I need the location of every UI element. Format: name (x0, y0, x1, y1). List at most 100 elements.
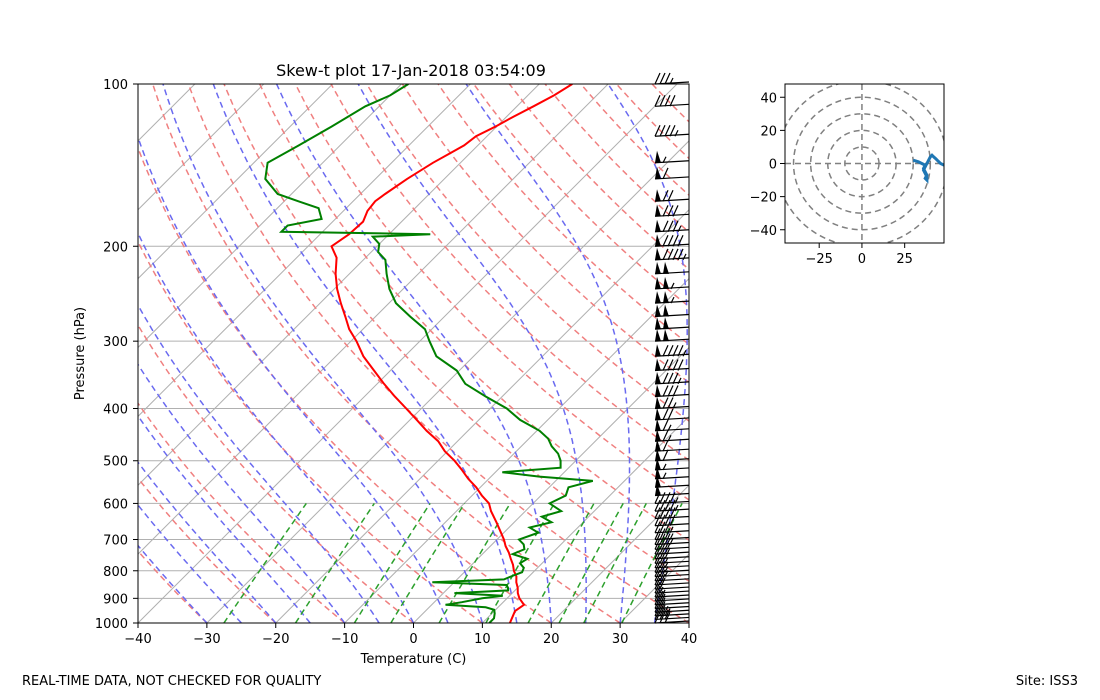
hodo-y-tick-label: −20 (750, 191, 777, 206)
y-tick-label: 700 (103, 534, 128, 549)
wind-barb (654, 507, 690, 520)
hodograph-trace (912, 153, 944, 184)
wind-barb (654, 521, 690, 534)
y-tick-label: 900 (103, 592, 128, 607)
wind-barb (654, 204, 690, 217)
y-tick-label: 200 (103, 240, 128, 255)
isotherm-line (138, 84, 609, 555)
hodo-y-tick-label: 40 (760, 91, 777, 106)
moist-adiabat (138, 414, 311, 623)
moist-adiabat (138, 135, 449, 623)
dry-adiabat (651, 84, 689, 123)
dry-adiabat (138, 476, 277, 623)
wind-barb (654, 448, 690, 462)
moist-adiabat (275, 84, 553, 623)
dry-adiabat (187, 84, 689, 623)
range-ring (809, 113, 914, 214)
plot-area (138, 84, 689, 623)
x-tick-label: −20 (262, 632, 289, 647)
dry-adiabat (259, 84, 689, 542)
isotherm-line (138, 84, 540, 486)
dry-adiabat (437, 84, 689, 346)
dry-adiabat (401, 84, 689, 384)
wind-barb (654, 234, 690, 247)
hodo-x-tick-label: −25 (805, 252, 832, 267)
hodo-x-tick-label: 0 (858, 252, 866, 267)
moist-adiabat (465, 84, 631, 623)
dry-adiabat (508, 84, 689, 271)
moist-adiabat (138, 231, 415, 623)
wind-barb (654, 304, 690, 318)
moist-adiabat (212, 84, 518, 623)
moist-adiabat (138, 503, 242, 623)
isotherm-line (550, 484, 689, 623)
wind-barb (654, 589, 690, 602)
moist-adiabat (688, 619, 689, 623)
x-tick-label: −10 (331, 632, 358, 647)
dry-adiabat (138, 549, 208, 623)
wind-barb (654, 371, 690, 385)
dewpoint-profile (264, 84, 594, 623)
dry-adiabat (294, 84, 689, 501)
moist-adiabat (138, 363, 346, 623)
wind-barb (654, 124, 690, 137)
isotherm-line (206, 140, 689, 623)
wind-barb (654, 418, 690, 432)
mixing-ratio-line (294, 502, 375, 623)
y-tick-label: 1000 (95, 617, 128, 632)
dry-adiabat (223, 84, 689, 583)
site-label: Site: ISS3 (1015, 674, 1078, 689)
wind-barbs (654, 72, 690, 624)
isotherm-line (275, 209, 689, 623)
moist-adiabat (607, 84, 688, 623)
x-tick-label: 10 (474, 632, 491, 647)
wind-barb (654, 407, 690, 421)
chart-title: Skew-t plot 17-Jan-2018 03:54:09 (276, 61, 546, 80)
dry-adiabat (138, 239, 483, 623)
hodograph-panel: −25 0 25 40 20 0 −20 −40 (750, 83, 945, 267)
moist-adiabat (162, 84, 484, 623)
wind-barb (654, 611, 690, 624)
wind-barb (654, 593, 690, 606)
hodograph-area (785, 84, 944, 243)
plot-frame (137, 83, 690, 624)
wind-barb (654, 95, 690, 107)
wind-barb (654, 219, 690, 233)
skewt-panel: −40 −30 −20 −10 0 10 20 30 40 1000 900 800 700 600 500… (73, 78, 697, 667)
dry-adiabat (473, 84, 689, 308)
x-tick-label: −40 (124, 632, 151, 647)
mixing-ratio-line (438, 503, 511, 623)
dry-adiabat (138, 401, 346, 623)
isotherm-line (138, 84, 265, 211)
wind-barb (654, 166, 690, 180)
x-tick-label: 30 (612, 632, 629, 647)
y-axis-label: Pressure (hPa) (73, 307, 88, 400)
hodo-y-tick-label: 20 (760, 124, 777, 139)
dry-adiabat (138, 323, 414, 623)
wind-barb (654, 439, 690, 452)
x-tick-label: −30 (193, 632, 220, 647)
y-tick-label: 600 (103, 497, 128, 512)
isotherm-line (138, 84, 471, 418)
isotherm-line (482, 415, 689, 623)
isotherm-line (138, 84, 678, 623)
hodo-x-tick-label: 25 (896, 252, 913, 267)
wind-barb (654, 396, 690, 410)
mixing-ratio-line (390, 503, 466, 623)
y-tick-label: 500 (103, 455, 128, 470)
isotherm-line (413, 346, 689, 623)
isotherm-line (688, 622, 689, 623)
wind-barb (654, 150, 690, 164)
wind-barb (654, 528, 690, 541)
x-tick-label: 20 (543, 632, 560, 647)
wind-barb (654, 329, 690, 342)
quality-disclaimer: REAL-TIME DATA, NOT CHECKED FOR QUALITY (22, 674, 322, 689)
wind-barb (654, 261, 690, 275)
isotherm-line (344, 277, 689, 623)
wind-barb (654, 276, 690, 290)
wind-barb (654, 514, 690, 527)
wind-barb (654, 604, 690, 617)
wind-barb (654, 585, 690, 598)
isotherm-line (138, 84, 402, 349)
moist-adiabat (357, 84, 587, 623)
